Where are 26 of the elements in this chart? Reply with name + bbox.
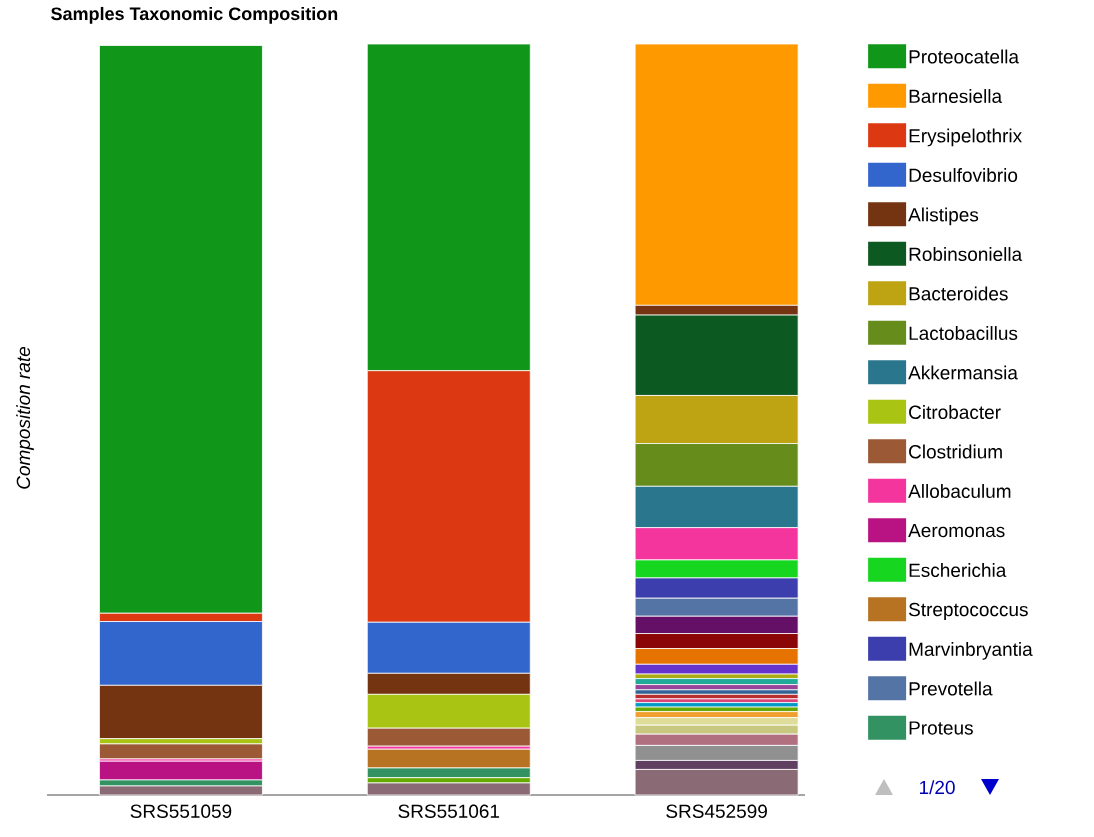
legend-label: Streptococcus [908,602,1028,621]
legend-label: Aeromonas [908,523,1005,538]
legend-label: Desulfovibrio [909,168,1018,183]
legend-label: Barnesiella [909,89,1003,104]
legend-label: Akkermansia [908,365,1018,380]
legend-label: Prevotella [909,681,993,696]
legend-label: Erysipelothrix [909,128,1022,147]
x-tick-label: SRS551061 [398,804,500,818]
legend-label: Allobaculum [908,484,1011,499]
bar [634,706,799,713]
y-axis-title: Composition rate [16,346,34,489]
legend-label: Citrobacter [909,405,1001,420]
legend-label: Robinsoniella [909,247,1023,262]
x-tick-label: SRS452599 [666,804,767,818]
legend-label: Clostridium [909,444,1002,459]
legend-label: Escherichia [909,563,1007,578]
legend-label: Proteocatella [909,49,1020,64]
bar [99,760,263,781]
text: 1/20 [919,780,955,795]
legend-label: Marvinbryantia [909,642,1033,660]
legend-label: Proteus [909,721,973,735]
legend-label: Alistipes [908,207,979,226]
legend-label: Lactobacillus [909,326,1018,341]
chart-title: Samples Taxonomic Composition [51,6,338,24]
legend-label: Bacteroides [909,286,1008,301]
x-tick-label: SRS551059 [130,804,232,818]
